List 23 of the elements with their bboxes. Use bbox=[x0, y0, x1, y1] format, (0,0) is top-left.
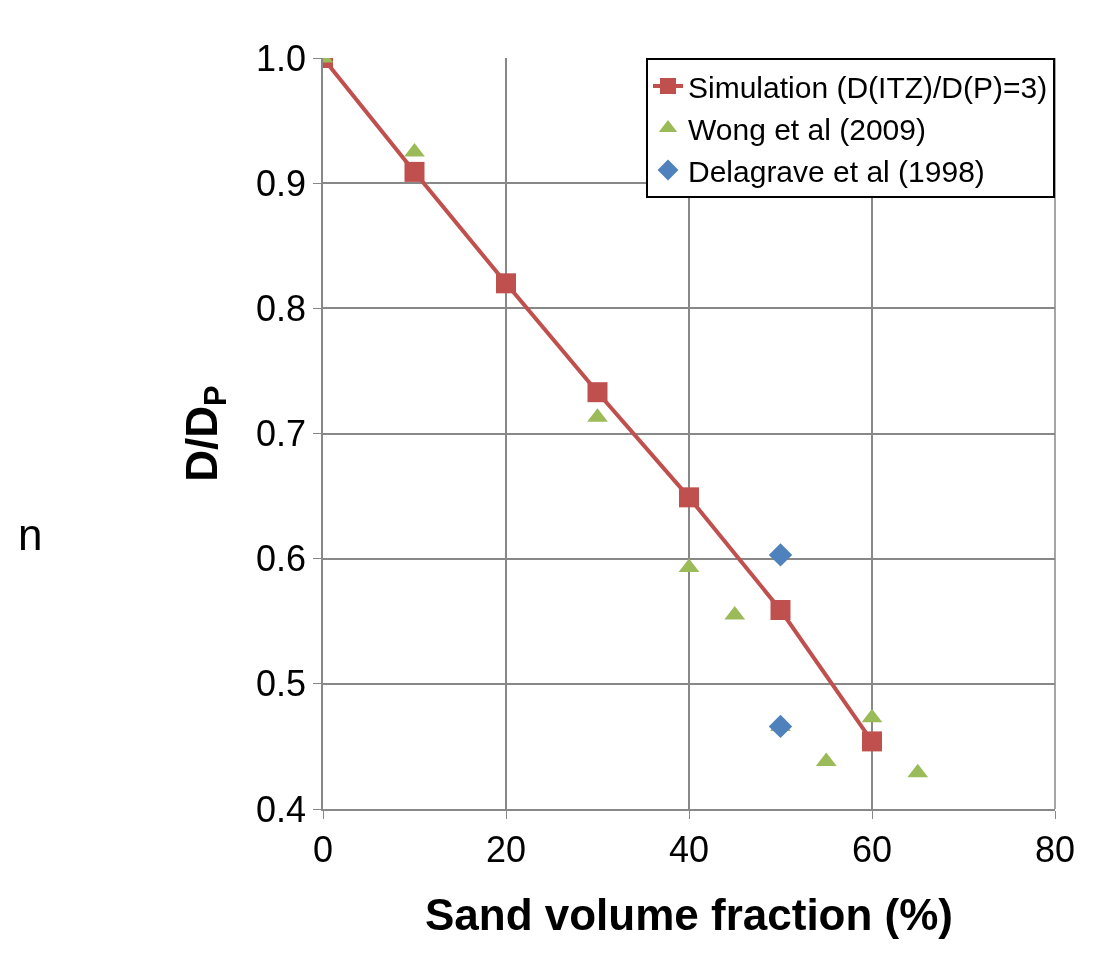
y-tick-label: 0.6 bbox=[256, 538, 307, 580]
y-tick-label: 0.4 bbox=[256, 788, 307, 830]
y-tick-label: 0.5 bbox=[256, 663, 307, 705]
text: n bbox=[18, 510, 43, 559]
point bbox=[770, 599, 791, 620]
x-tick-label: 60 bbox=[851, 828, 893, 870]
point bbox=[404, 161, 425, 182]
point bbox=[679, 487, 699, 508]
y-tick-label: 0.7 bbox=[256, 413, 307, 455]
point bbox=[496, 273, 516, 294]
point bbox=[587, 382, 608, 403]
y-tick-label: 0.9 bbox=[256, 162, 307, 204]
x-tick-label: 40 bbox=[668, 828, 710, 870]
legend-label: Simulation (D(ITZ)/D(P)=3) bbox=[688, 70, 1048, 104]
legend-label: Wong et al (2009) bbox=[688, 112, 926, 146]
y-tick-label: 0.8 bbox=[256, 287, 307, 329]
legend-label: Delagrave et al (1998) bbox=[688, 154, 985, 188]
y-tick-label: 1.0 bbox=[256, 37, 307, 79]
x-tick-label: 80 bbox=[1034, 828, 1076, 870]
x-axis-title: Sand volume fraction (%) bbox=[424, 889, 954, 939]
x-tick-label: 20 bbox=[485, 828, 527, 870]
point bbox=[768, 543, 793, 567]
x-tick-label: 0 bbox=[312, 828, 334, 870]
